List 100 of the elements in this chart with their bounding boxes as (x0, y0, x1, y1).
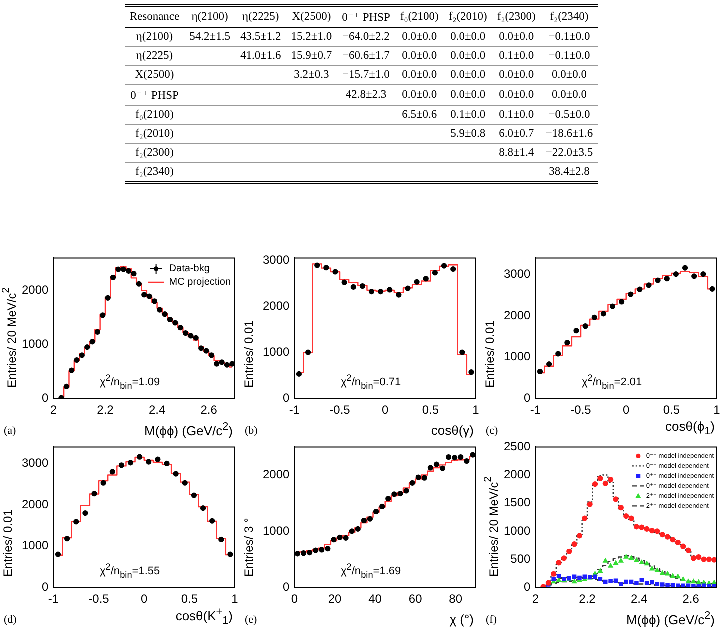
text: 42.8±2.3 (346, 89, 387, 101)
x-axis-title: cosθ(γ) (431, 423, 474, 438)
y-tick-label: 3000 (504, 267, 532, 282)
y-tick-label: 0 (42, 390, 50, 405)
x-tick-label: 2 (532, 592, 540, 606)
text: −22.0±3.5 (546, 147, 594, 159)
category-label: η(2225) (136, 50, 174, 62)
x-axis-title: cosθ(K$^{+}$$_{1}$) (176, 606, 233, 627)
y-tick-label: 1000 (262, 344, 290, 359)
annotation: χ$^{2}$/n$_{bin}$=2.01 (582, 373, 642, 391)
x-tick-label: -0.5 (570, 403, 592, 418)
category-label: 0⁻⁺ PHSP (130, 90, 179, 102)
x-tick-label: 0 (141, 592, 148, 606)
y-tick-label: 1000 (504, 524, 532, 538)
text: 6.5±0.6 (402, 109, 438, 121)
text: 5.9±0.8 (450, 128, 486, 140)
legend-label: Data-bkg (169, 264, 210, 275)
y-tick-label: 2000 (22, 497, 50, 512)
x-tick-label: 1 (714, 403, 721, 418)
category-label: f₂(2300) (492, 6, 541, 28)
y-tick-label: 1000 (262, 524, 290, 538)
y-axis-title: Entries/ 0.01 (483, 320, 497, 388)
x-axis-title: M(ϕϕ) (GeV/c$^{2}$) (626, 610, 715, 627)
x-tick-label: -0.5 (330, 403, 351, 418)
y-tick-label: 2000 (504, 308, 532, 322)
category-label: f₀(2100) (395, 6, 444, 28)
text: −0.1±0.0 (548, 31, 590, 43)
text: −18.6±1.6 (546, 128, 594, 140)
y-tick-label: 0 (283, 390, 290, 405)
text: 15.9±0.7 (291, 50, 332, 62)
text: (d) (4, 614, 17, 626)
text: −60.6±1.7 (342, 50, 390, 62)
text: (b) (245, 425, 258, 437)
text: 15.2±1.0 (291, 31, 332, 43)
category-label: f₂(2010) (444, 6, 492, 28)
text: 41.0±1.6 (240, 50, 282, 62)
text: 43.5±1.2 (240, 31, 282, 43)
x-tick-label: 40 (368, 592, 382, 606)
x-tick-label: 1 (472, 403, 480, 418)
annotation: χ$^{2}$/n$_{bin}$=1.09 (100, 373, 160, 391)
y-tick-label: 0 (524, 390, 532, 405)
x-tick-label: -1 (289, 403, 300, 418)
text: 0.1±0.0 (499, 109, 534, 121)
text: 0.0±0.0 (450, 89, 486, 101)
x-axis-title: cosθ(ϕ$_{1}$) (666, 419, 715, 438)
y-tick-label: 0 (283, 580, 290, 594)
text: (c) (486, 425, 498, 437)
text: −0.1±0.0 (548, 50, 590, 62)
text: 38.4±2.8 (549, 166, 590, 178)
y-tick-label: 3000 (22, 456, 50, 470)
category-label: f₂(2340) (135, 166, 174, 178)
category-label: X(2500) (135, 69, 174, 81)
y-tick-label: 1500 (504, 496, 532, 510)
y-axis-title: Entries/ 3 ° (242, 517, 256, 577)
y-tick-label: 1000 (504, 350, 532, 364)
x-tick-label: 1 (232, 592, 239, 606)
text: 0.0±0.0 (552, 89, 588, 101)
legend-label: MC projection (169, 277, 232, 288)
text: Resonance (124, 6, 185, 28)
text: (a) (4, 425, 16, 437)
y-axis-title: Entries/ 0.01 (1, 508, 15, 577)
x-tick-label: 2.2 (579, 592, 596, 606)
x-tick-label: -0.5 (88, 592, 110, 606)
x-tick-label: 0 (382, 403, 390, 418)
text: 0.0±0.0 (402, 89, 438, 101)
x-tick-label: 0.5 (181, 592, 198, 606)
x-axis-title: M(ϕϕ) (GeV/c$^{2}$) (144, 420, 233, 438)
y-tick-label: 2000 (504, 468, 532, 482)
text: 0.0±0.0 (450, 69, 486, 81)
text: −64.0±2.2 (342, 31, 390, 43)
text: 6.0±0.7 (499, 128, 534, 140)
y-tick-label: 0 (42, 580, 50, 594)
category-label: f₂(2340) (540, 6, 598, 28)
text: 0.0±0.0 (402, 31, 438, 43)
text: 0.0±0.0 (450, 31, 486, 43)
x-tick-label: 2.6 (682, 592, 700, 606)
text: 8.8±1.4 (499, 147, 534, 159)
x-tick-label: 0 (623, 403, 630, 418)
y-tick-label: 3000 (262, 252, 290, 267)
category-label: η(2100) (136, 31, 174, 43)
category-label: η(2100) (184, 6, 236, 28)
x-tick-label: 2.2 (97, 403, 114, 418)
text: 54.2±1.5 (190, 31, 230, 43)
x-axis-title: χ (°) (450, 612, 474, 627)
y-tick-label: 0 (524, 580, 532, 594)
x-tick-label: 2.4 (630, 592, 648, 606)
x-tick-label: 2.6 (200, 403, 218, 418)
text: 0.0±0.0 (499, 89, 534, 101)
y-tick-label: 1000 (22, 538, 50, 553)
category-label: f₂(2010) (135, 128, 174, 140)
x-tick-label: 20 (328, 592, 342, 606)
y-tick-label: 2000 (22, 282, 50, 297)
text: 0.0±0.0 (552, 69, 588, 81)
text: 0.0±0.0 (450, 50, 486, 62)
x-tick-label: 0.5 (422, 403, 440, 418)
annotation: χ$^{2}$/n$_{bin}$=0.71 (341, 373, 402, 391)
text: 0.0±0.0 (499, 31, 534, 43)
y-tick-label: 2000 (262, 468, 290, 482)
text: 0.1±0.0 (450, 109, 486, 121)
x-tick-label: 80 (449, 592, 463, 606)
